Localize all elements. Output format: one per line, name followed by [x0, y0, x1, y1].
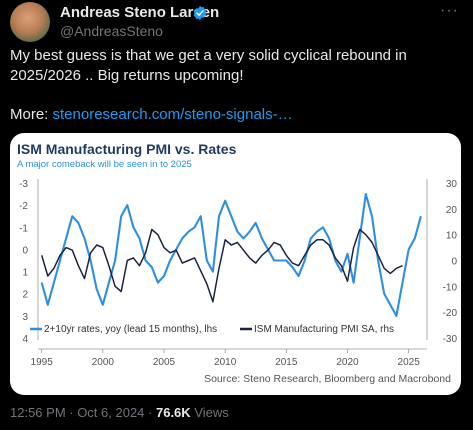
x-axis-tick: 2005: [153, 357, 176, 368]
author-handle[interactable]: @AndreasSteno: [60, 23, 163, 39]
left-axis-tick: -2: [19, 201, 28, 212]
right-axis-tick: -20: [443, 308, 458, 319]
tweet-footer: 12:56 PM · Oct 6, 2024 · 76.6K Views: [10, 405, 229, 420]
left-axis-tick: 0: [22, 245, 28, 256]
series-line-pmi: [40, 228, 403, 303]
x-axis-tick: 1995: [31, 357, 54, 368]
x-axis-tick: 2020: [336, 357, 359, 368]
left-axis-tick: -1: [19, 223, 28, 234]
tweet-more-line: More: stenoresearch.com/steno-signals-…: [10, 106, 293, 123]
more-label: More:: [10, 106, 49, 123]
series-line-rates: [40, 193, 422, 317]
chart-source: Source: Steno Research, Bloomberg and Ma…: [204, 373, 451, 385]
views-label: Views: [194, 405, 229, 420]
x-axis-tick: 2015: [275, 357, 298, 368]
verified-badge-icon: [193, 6, 207, 20]
left-axis-tick: -3: [19, 179, 28, 190]
right-axis-tick: 10: [446, 231, 458, 242]
right-axis-tick: 30: [446, 179, 458, 190]
chart-card[interactable]: ISM Manufacturing PMI vs. Rates A major c…: [10, 133, 461, 395]
chart-title: ISM Manufacturing PMI vs. Rates: [17, 141, 237, 157]
avatar[interactable]: [10, 2, 50, 42]
right-axis-tick: 0: [451, 257, 457, 268]
views-count: 76.6K: [155, 405, 191, 420]
x-axis-tick: 2010: [214, 357, 237, 368]
left-axis-tick: 2: [22, 290, 28, 301]
author-name[interactable]: Andreas Steno Larsen: [60, 4, 220, 21]
x-axis-tick: 2025: [398, 357, 421, 368]
legend-label-pmi: ISM Manufacturing PMI SA, rhs: [254, 324, 394, 335]
x-axis-tick: 2000: [92, 357, 115, 368]
tweet-text: My best guess is that we get a very soli…: [10, 47, 407, 84]
right-axis-tick: -30: [443, 334, 458, 345]
timestamp[interactable]: 12:56 PM · Oct 6, 2024: [10, 405, 145, 420]
left-axis-tick: 4: [22, 334, 28, 345]
separator-dot: ·: [148, 405, 156, 420]
right-axis-tick: 20: [446, 205, 458, 216]
right-axis-tick: -10: [443, 282, 458, 293]
chart: ISM Manufacturing PMI vs. Rates A major c…: [17, 141, 458, 385]
chart-subtitle: A major comeback will be seen in to 2025: [17, 159, 192, 170]
left-axis-tick: 3: [22, 312, 28, 323]
more-options-icon[interactable]: ···: [440, 2, 459, 19]
legend-label-rates: 2+10yr rates, yoy (lead 15 months), lhs: [44, 324, 217, 335]
tweet-link[interactable]: stenoresearch.com/steno-signals-…: [52, 106, 293, 123]
left-axis-tick: 1: [22, 268, 28, 279]
